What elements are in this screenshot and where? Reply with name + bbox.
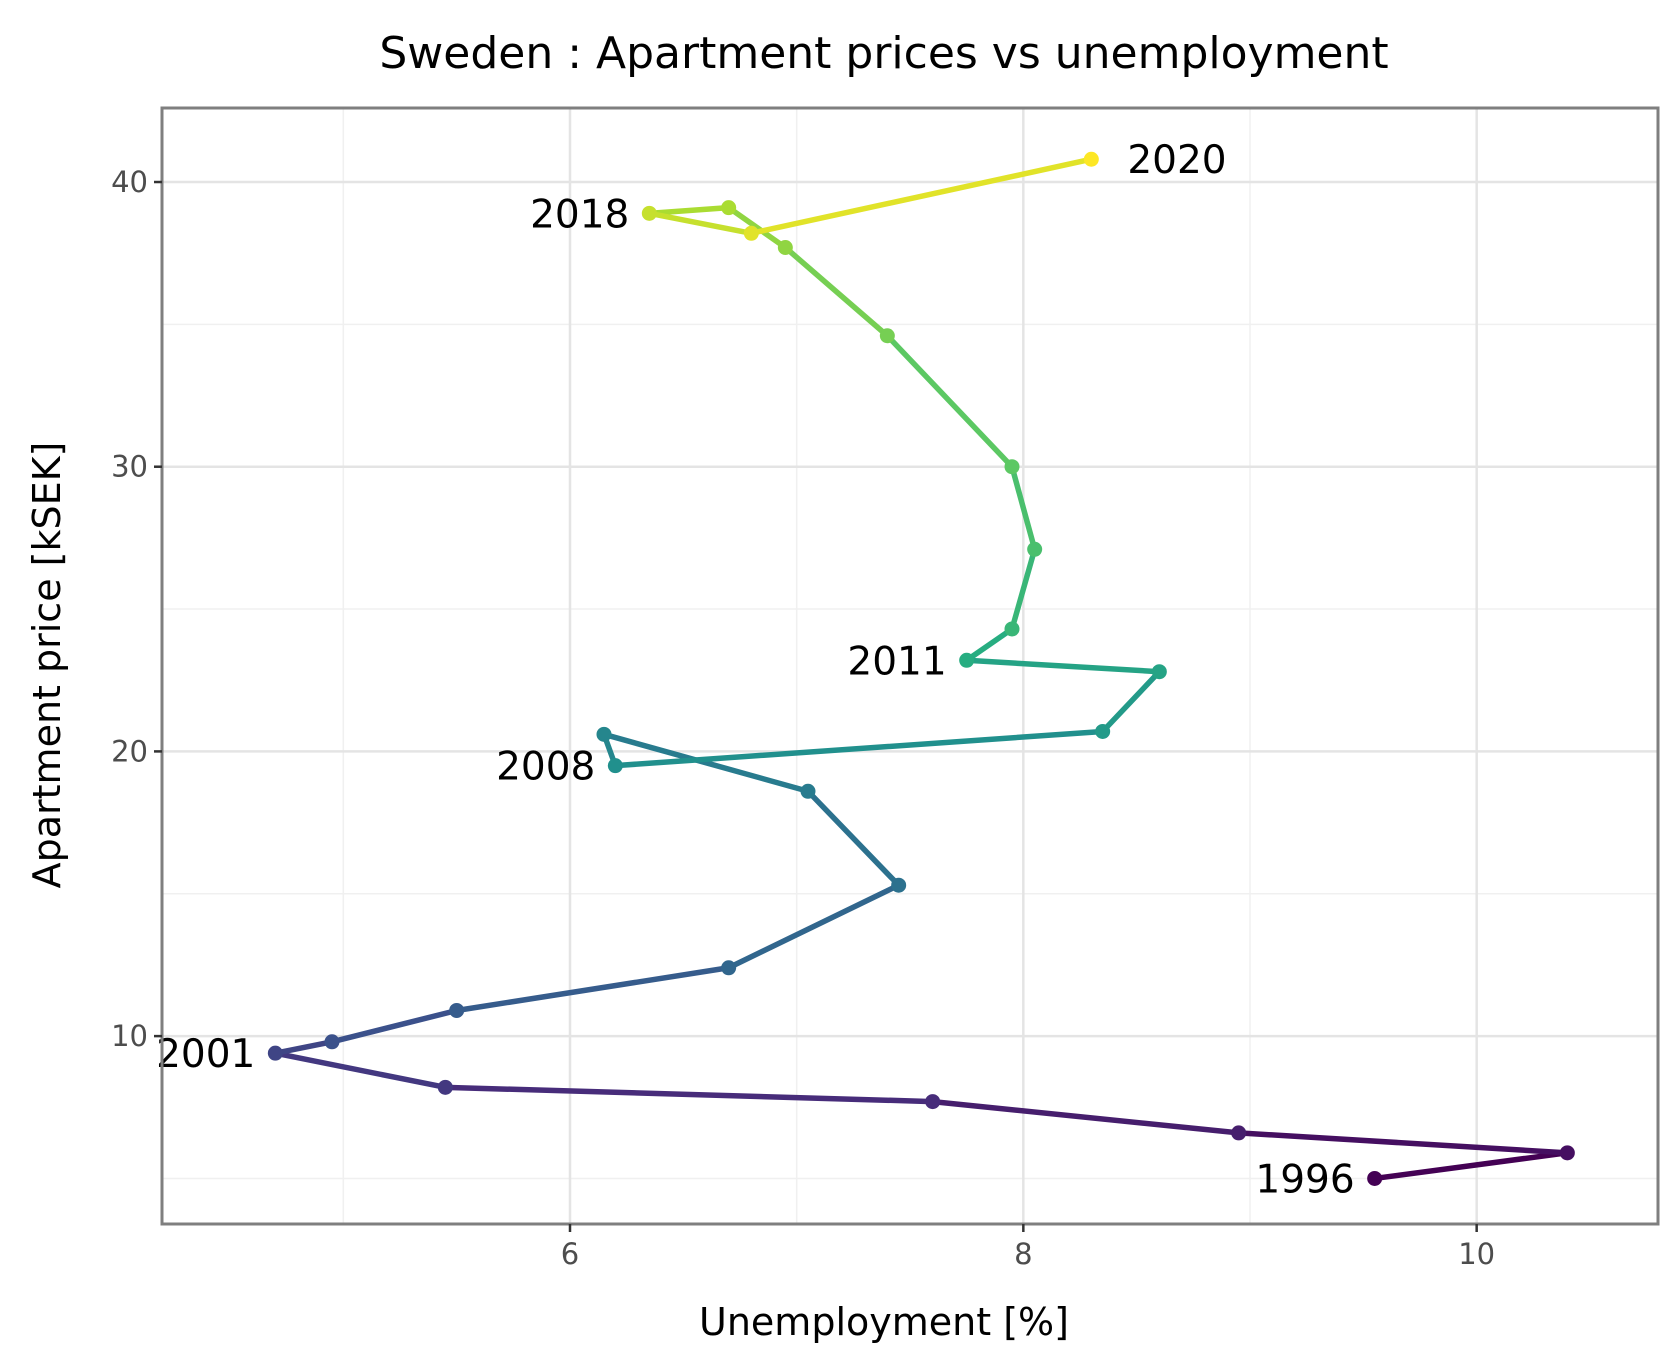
series-segment <box>1235 1130 1571 1156</box>
data-point <box>596 726 612 742</box>
data-point <box>879 328 895 344</box>
data-point <box>1004 459 1020 475</box>
series-segment <box>453 965 732 1014</box>
series-line <box>272 156 1571 1182</box>
series-segment <box>748 156 1095 237</box>
data-point <box>607 758 623 774</box>
data-point <box>267 1045 283 1061</box>
data-point <box>743 225 759 241</box>
series-segment <box>782 244 891 339</box>
x-tick-label: 10 <box>1458 1237 1495 1271</box>
series-segment <box>805 788 902 888</box>
data-point <box>800 783 816 799</box>
y-tick-label: 10 <box>111 1019 148 1053</box>
data-point <box>1231 1125 1247 1141</box>
x-axis-ticks: 6 8 10 <box>561 1224 1495 1271</box>
chart-title: Sweden : Apartment prices vs unemploymen… <box>379 28 1388 79</box>
y-axis-ticks: 10 20 30 40 <box>111 165 162 1053</box>
y-tick-label: 20 <box>111 734 148 768</box>
series-segment <box>601 731 811 795</box>
series-segment <box>884 333 1015 470</box>
x-tick-label: 6 <box>561 1237 579 1271</box>
data-point <box>1095 723 1111 739</box>
series-segment <box>1099 668 1163 735</box>
data-point <box>449 1002 465 1018</box>
data-point <box>721 960 737 976</box>
series-segment <box>963 657 1163 675</box>
series-segment <box>963 626 1015 664</box>
data-point <box>1083 151 1099 167</box>
x-tick-label: 8 <box>1014 1237 1032 1271</box>
series-segment <box>929 1098 1242 1136</box>
data-point <box>437 1079 453 1095</box>
minor-gridlines <box>162 108 1658 1224</box>
series-segment <box>612 728 1106 769</box>
data-point <box>721 200 737 216</box>
y-tick-label: 30 <box>111 450 148 484</box>
year-annotation: 1996 <box>1255 1157 1354 1202</box>
year-annotation: 2020 <box>1127 138 1226 183</box>
data-point <box>777 240 793 255</box>
data-point <box>1027 541 1043 557</box>
series-segment <box>442 1084 936 1105</box>
year-annotations: 1996 2001 2008 2011 2018 2020 <box>156 138 1355 1202</box>
data-point <box>1151 664 1167 680</box>
series-segment <box>272 1050 449 1091</box>
year-annotation: 2001 <box>156 1032 255 1077</box>
series-segment <box>329 1007 460 1045</box>
series-segment <box>1009 546 1038 632</box>
data-point <box>324 1034 340 1050</box>
year-annotation: 2011 <box>847 639 946 684</box>
series-segment <box>272 1039 335 1056</box>
y-tick-label: 40 <box>111 165 148 199</box>
data-point <box>891 877 907 893</box>
data-point <box>959 652 975 668</box>
data-point <box>1004 621 1020 637</box>
series-segment <box>1371 1150 1571 1182</box>
data-point <box>1367 1170 1383 1186</box>
series-segment <box>725 882 902 971</box>
series-segment <box>646 204 732 217</box>
series-segment <box>646 210 755 237</box>
series-points <box>267 151 1575 1186</box>
year-annotation: 2008 <box>496 745 595 790</box>
year-annotation: 2018 <box>530 192 629 237</box>
series-segment <box>725 204 789 251</box>
data-point <box>641 205 657 221</box>
series-segment <box>1009 463 1038 553</box>
panel-border <box>160 106 1660 1226</box>
data-point <box>925 1094 941 1110</box>
x-axis-title: Unemployment [%] <box>699 1300 1069 1344</box>
y-axis-title: Apartment price [kSEK] <box>25 442 69 889</box>
data-point <box>1559 1145 1575 1161</box>
